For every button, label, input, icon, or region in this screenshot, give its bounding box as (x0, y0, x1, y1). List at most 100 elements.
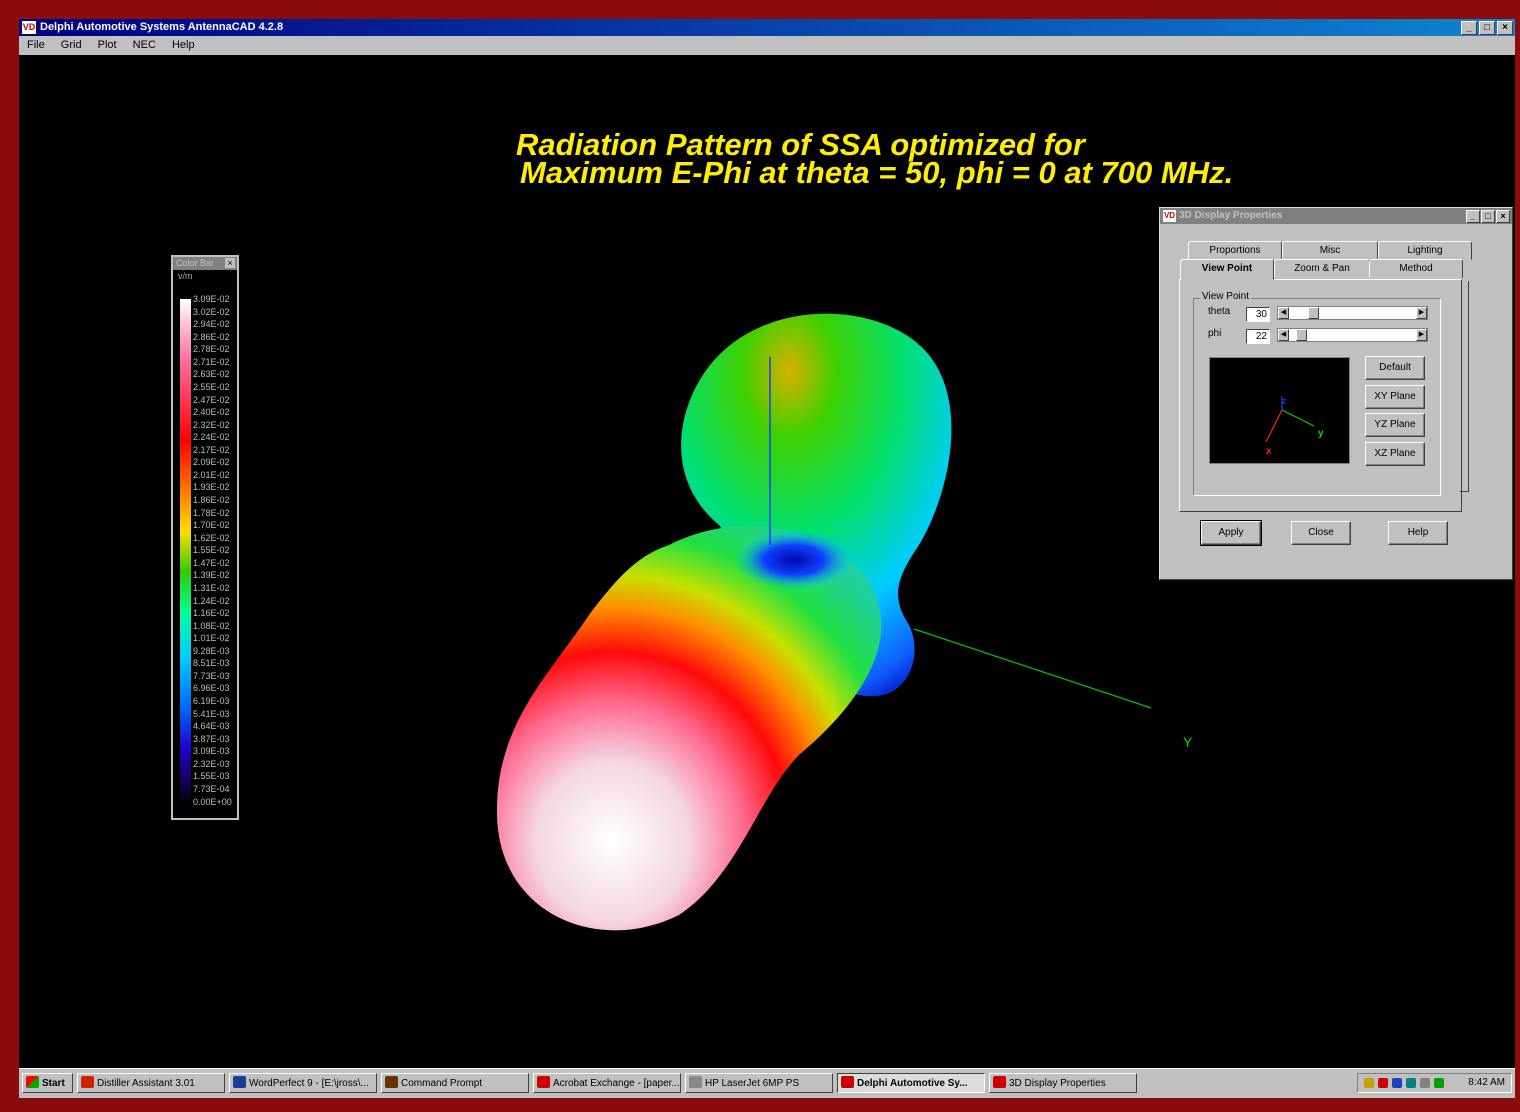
taskbar: Start Distiller Assistant 3.01 WordPerfec… (19, 1068, 1515, 1098)
color-scale-labels: 3.09E-02 3.02E-02 2.94E-02 2.86E-02 2.78E-02… (193, 293, 232, 808)
taskbar-item[interactable]: Distiller Assistant 3.01 (77, 1073, 225, 1093)
maximize-button[interactable]: □ (1479, 21, 1495, 35)
title-bar[interactable]: VD Delphi Automotive Systems AntennaCAD 4… (19, 19, 1515, 36)
taskbar-item-label: Delphi Automotive Sy... (857, 1078, 968, 1089)
tab-proportions[interactable]: Proportions (1188, 241, 1282, 260)
taskbar-item-label: Command Prompt (401, 1078, 482, 1089)
color-scale-label: 8.51E-03 (193, 657, 232, 670)
color-scale-label: 1.55E-02 (193, 544, 232, 557)
color-scale-label: 3.09E-02 (193, 293, 232, 306)
menu-grid[interactable]: Grid (61, 39, 82, 51)
app-icon (81, 1076, 94, 1088)
default-button[interactable]: Default (1365, 356, 1425, 380)
tab-view-point[interactable]: View Point (1180, 259, 1274, 280)
taskbar-item[interactable]: Acrobat Exchange - [paper... (533, 1073, 681, 1093)
xy-plane-button[interactable]: XY Plane (1365, 385, 1425, 409)
orientation-axes: z y x (1210, 358, 1349, 463)
app-logo-icon: VD (1163, 210, 1176, 222)
menu-help[interactable]: Help (172, 39, 195, 51)
app-icon (233, 1076, 246, 1088)
app-window: VD Delphi Automotive Systems AntennaCAD 4… (19, 19, 1515, 1097)
taskbar-item[interactable]: HP LaserJet 6MP PS (685, 1073, 833, 1093)
dialog-minimize-button[interactable]: _ (1466, 210, 1480, 223)
status-tray-icon[interactable] (1434, 1078, 1444, 1088)
color-scale-label: 2.40E-02 (193, 406, 232, 419)
theta-slider-right-icon[interactable]: ▶ (1416, 307, 1427, 319)
start-button[interactable]: Start (22, 1073, 73, 1093)
color-scale-label: 4.64E-03 (193, 720, 232, 733)
tab-method[interactable]: Method (1369, 259, 1463, 278)
close-dialog-button[interactable]: Close (1291, 521, 1351, 545)
dialog-maximize-button[interactable]: □ (1481, 210, 1495, 223)
acrobat-tray-icon[interactable] (1378, 1078, 1388, 1088)
menu-plot[interactable]: Plot (98, 39, 117, 51)
color-scale-label: 7.73E-04 (193, 783, 232, 796)
apply-button[interactable]: Apply (1201, 521, 1261, 545)
color-scale-label: 1.08E-02 (193, 620, 232, 633)
pattern-null (734, 530, 854, 590)
color-scale-label: 2.63E-02 (193, 368, 232, 381)
phi-label: phi (1208, 328, 1221, 339)
printer-tray-icon[interactable] (1420, 1078, 1430, 1088)
color-bar-window[interactable]: Color Bar × v/m 3.09E-02 3.02E-02 2.94E-02… (171, 255, 239, 820)
window-title: Delphi Automotive Systems AntennaCAD 4.2… (40, 21, 283, 33)
speaker-icon[interactable] (1364, 1078, 1374, 1088)
color-scale-label: 1.62E-02 (193, 532, 232, 545)
app-icon (841, 1076, 854, 1088)
color-scale-label: 2.55E-02 (193, 381, 232, 394)
app-icon (993, 1076, 1006, 1088)
y-axis-preview-label: y (1318, 428, 1324, 439)
color-scale-label: 6.19E-03 (193, 695, 232, 708)
app-logo-icon: VD (22, 21, 36, 34)
view-point-group-label: View Point (1200, 291, 1251, 302)
taskbar-item[interactable]: Command Prompt (381, 1073, 529, 1093)
app-icon (537, 1076, 550, 1088)
color-scale-label: 0.00E+00 (193, 796, 232, 809)
x-axis-preview-label: x (1266, 446, 1272, 457)
close-button[interactable]: × (1497, 21, 1513, 35)
phi-input[interactable]: 22 (1246, 329, 1270, 344)
minimize-button[interactable]: _ (1461, 21, 1477, 35)
color-scale-label: 3.87E-03 (193, 733, 232, 746)
color-scale-label: 2.47E-02 (193, 394, 232, 407)
menu-file[interactable]: File (27, 39, 45, 51)
theta-slider-thumb[interactable] (1308, 307, 1319, 319)
phi-slider-right-icon[interactable]: ▶ (1416, 329, 1427, 341)
system-tray: 8:42 AM (1357, 1073, 1512, 1093)
tab-lighting[interactable]: Lighting (1378, 241, 1472, 260)
color-scale-label: 1.47E-02 (193, 557, 232, 570)
clock[interactable]: 8:42 AM (1468, 1074, 1505, 1092)
color-bar-title: Color Bar (176, 258, 214, 268)
app-icon (385, 1076, 398, 1088)
taskbar-item[interactable]: 3D Display Properties (989, 1073, 1137, 1093)
taskbar-item-label: HP LaserJet 6MP PS (705, 1078, 799, 1089)
phi-slider[interactable]: ◀ ▶ (1277, 328, 1428, 342)
taskbar-item[interactable]: Delphi Automotive Sy... (837, 1073, 985, 1093)
tab-zoom-pan[interactable]: Zoom & Pan (1274, 259, 1370, 278)
phi-slider-thumb[interactable] (1296, 329, 1307, 341)
taskbar-item[interactable]: WordPerfect 9 - [E:\jross\... (229, 1073, 377, 1093)
theta-input[interactable]: 30 (1246, 307, 1270, 322)
color-scale-label: 2.94E-02 (193, 318, 232, 331)
xz-plane-button[interactable]: XZ Plane (1365, 442, 1425, 466)
dialog-close-button[interactable]: × (1496, 210, 1510, 223)
tab-misc[interactable]: Misc (1282, 241, 1378, 260)
windows-logo-icon (26, 1076, 39, 1088)
menu-nec[interactable]: NEC (133, 39, 156, 51)
color-scale-gradient (180, 299, 191, 804)
phi-slider-left-icon[interactable]: ◀ (1278, 329, 1289, 341)
color-scale-label: 1.78E-02 (193, 507, 232, 520)
close-icon[interactable]: × (225, 258, 235, 268)
color-scale-label: 5.41E-03 (193, 708, 232, 721)
y-axis-line (914, 629, 1151, 708)
theta-slider-left-icon[interactable]: ◀ (1278, 307, 1289, 319)
dialog-title-bar[interactable]: VD 3D Display Properties _ □ × (1160, 208, 1512, 224)
color-bar-units: v/m (173, 270, 237, 283)
display-properties-dialog: VD 3D Display Properties _ □ × Proportion… (1159, 207, 1513, 580)
yz-plane-button[interactable]: YZ Plane (1365, 413, 1425, 437)
color-bar-titlebar[interactable]: Color Bar × (173, 257, 237, 270)
help-button[interactable]: Help (1388, 521, 1448, 545)
theta-slider[interactable]: ◀ ▶ (1277, 306, 1428, 320)
shield-icon[interactable] (1392, 1078, 1402, 1088)
network-icon[interactable] (1406, 1078, 1416, 1088)
